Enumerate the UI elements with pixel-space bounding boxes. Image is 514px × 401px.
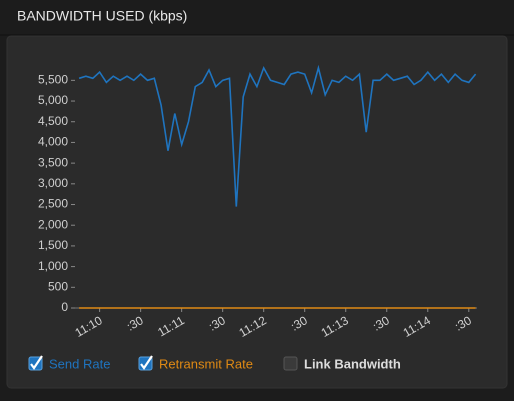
panel-title: BANDWIDTH USED (kbps) — [17, 8, 187, 24]
y-tick-label: 3,500 — [38, 155, 68, 169]
y-tick-label: 3,000 — [38, 176, 68, 190]
series-line — [78, 64, 477, 207]
legend-checkmark[interactable] — [140, 355, 153, 370]
legend-label[interactable]: Send Rate — [49, 356, 110, 371]
y-tick-label: 4,500 — [38, 114, 68, 128]
y-tick-label: 1,000 — [38, 259, 68, 273]
y-tick-label: 5,000 — [38, 93, 68, 107]
y-tick-label: 2,500 — [38, 197, 68, 211]
y-tick-label: 2,000 — [38, 217, 68, 231]
y-tick-label: 4,000 — [38, 135, 68, 149]
legend-label[interactable]: Link Bandwidth — [304, 356, 401, 371]
legend-checkmark[interactable] — [30, 355, 43, 370]
y-tick-label: 1,500 — [38, 238, 68, 252]
legend-checkbox[interactable] — [283, 356, 298, 371]
panel — [6, 35, 508, 389]
y-tick-label: 5,500 — [38, 73, 68, 87]
legend-label[interactable]: Retransmit Rate — [159, 356, 253, 371]
y-tick-label: 0 — [61, 300, 68, 314]
y-tick-label: 500 — [48, 279, 68, 293]
